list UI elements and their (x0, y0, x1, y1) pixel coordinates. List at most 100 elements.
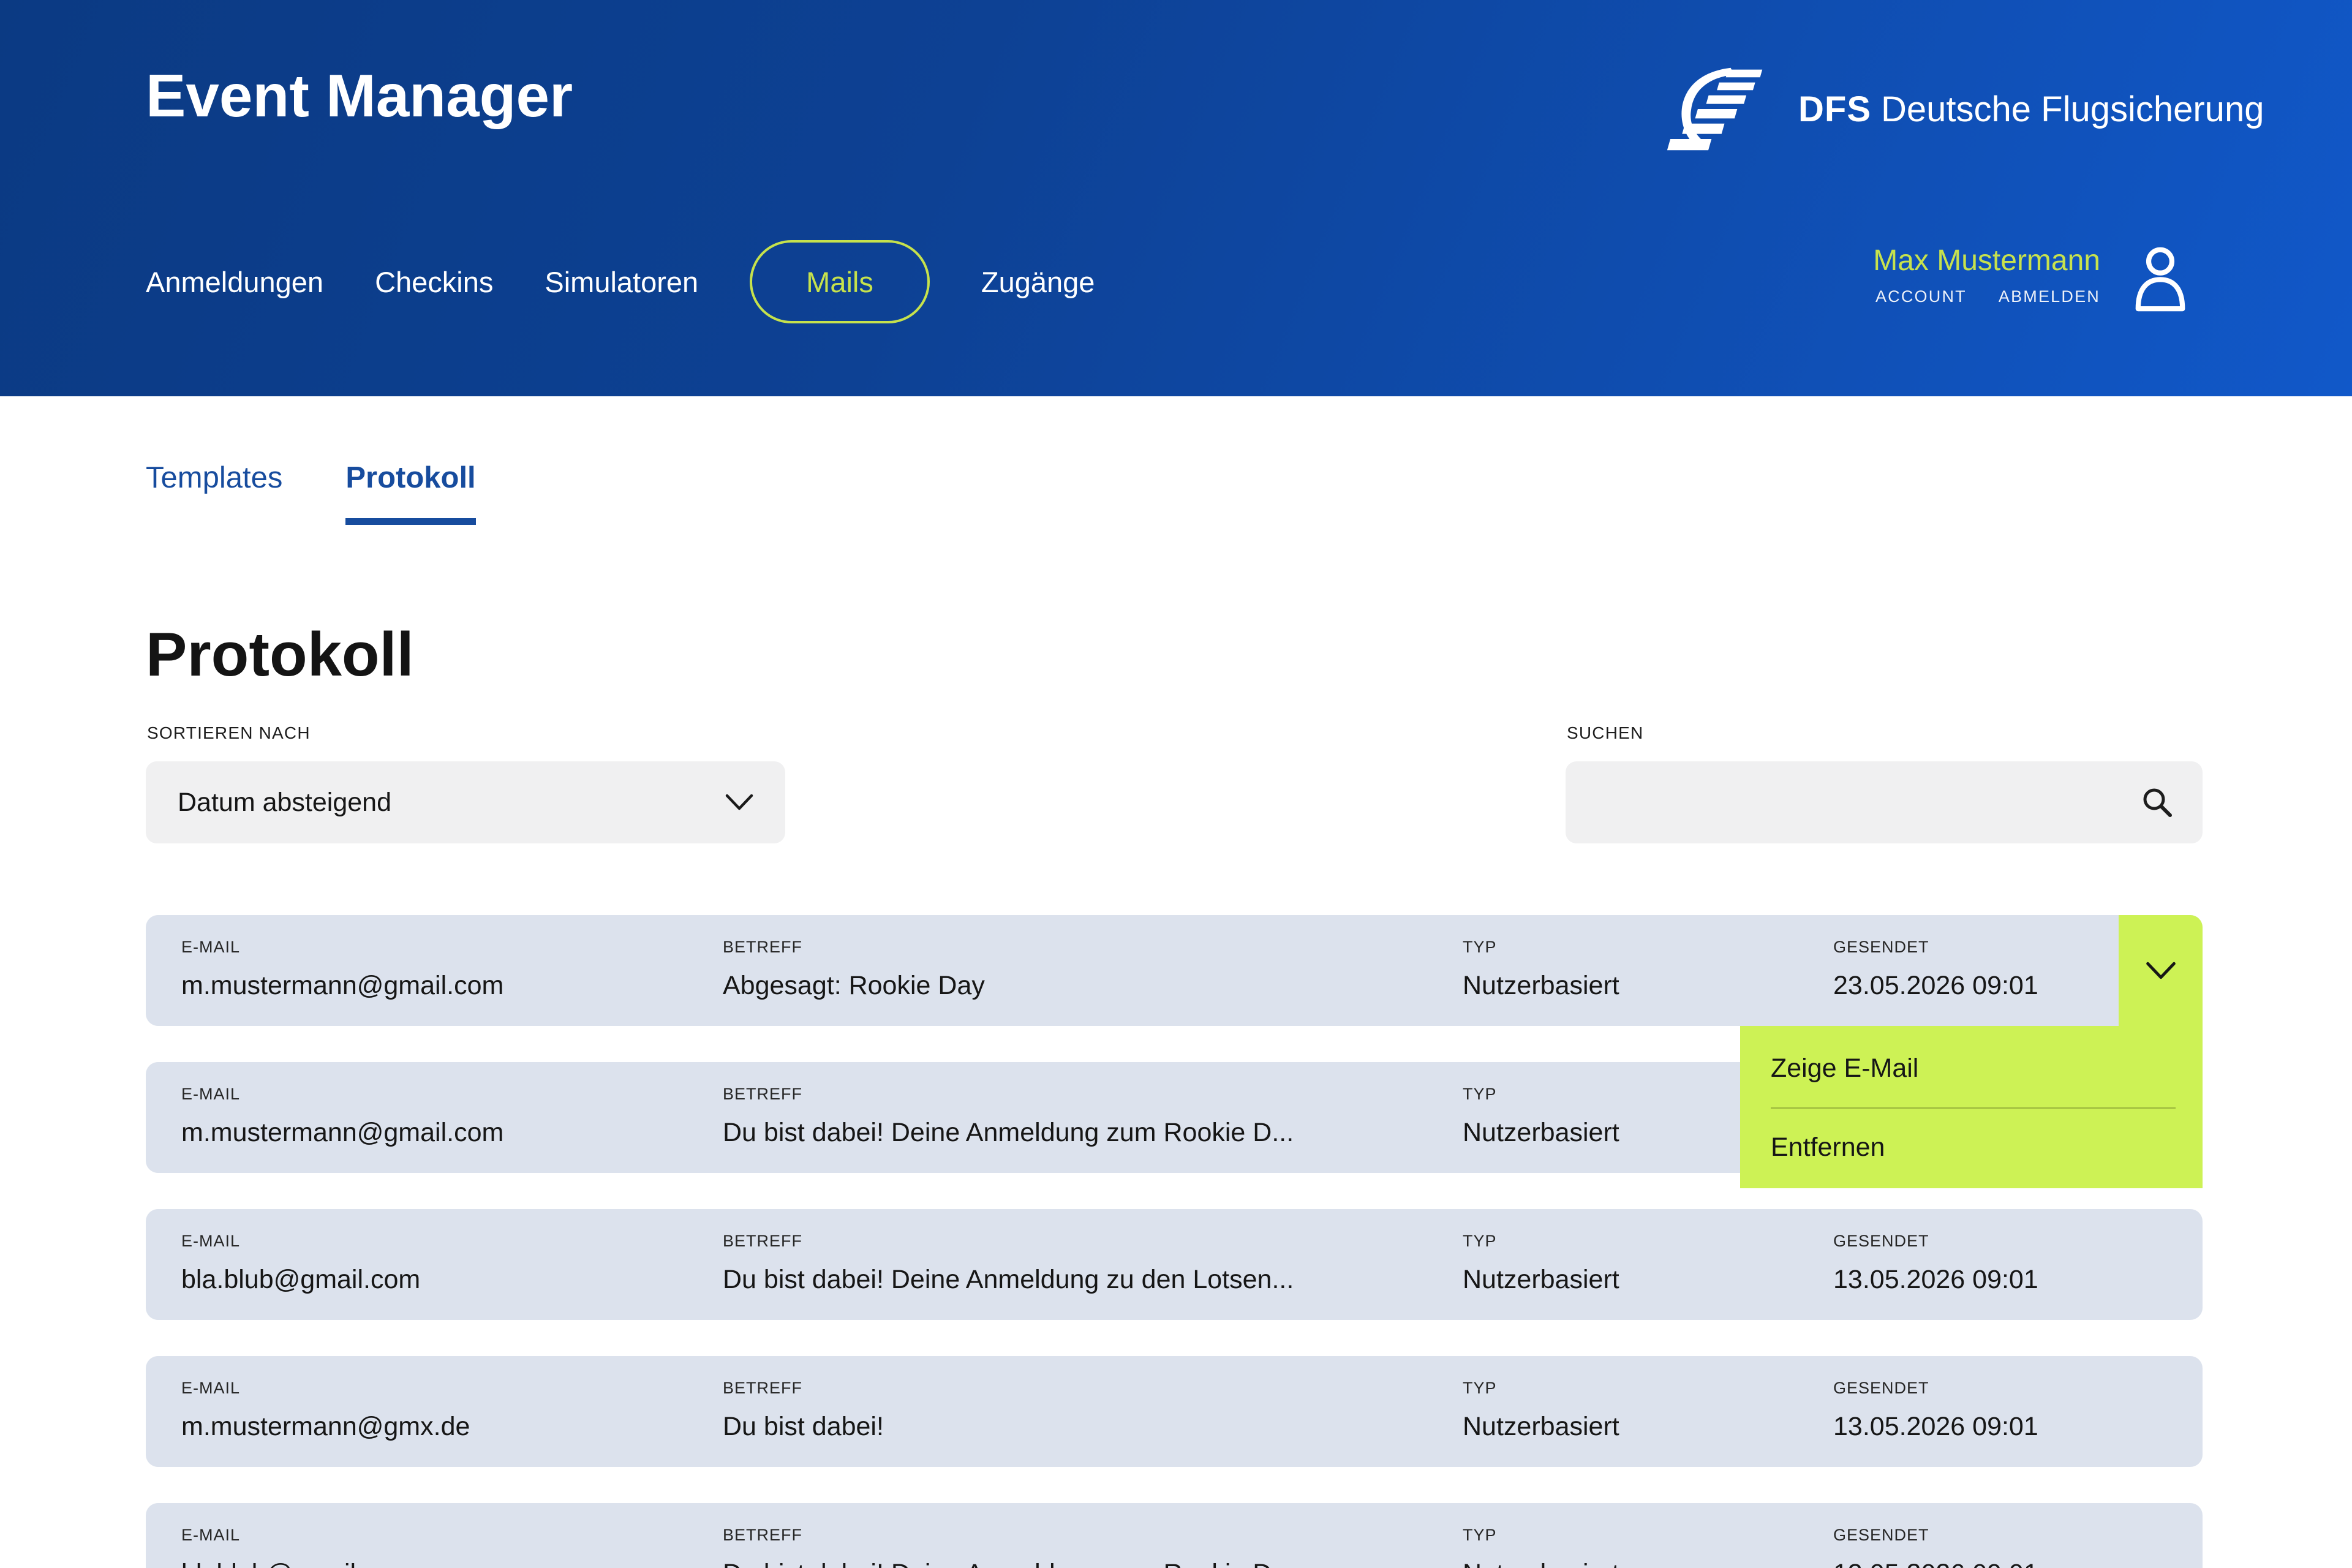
search-label: SUCHEN (1567, 723, 1644, 742)
email-cell: E-MAIL m.mustermann@gmail.com (181, 915, 503, 1001)
type-value: Nutzerbasiert (1463, 971, 1619, 1000)
row-context-menu: Zeige E-Mail Entfernen (1740, 1026, 2203, 1188)
type-cell: TYP Nutzerbasiert (1463, 1209, 1619, 1295)
subject-column-label: BETREFF (723, 1379, 803, 1397)
table-row: E-MAIL m.mustermann@gmail.com BETREFF Du… (146, 1062, 2203, 1173)
type-cell: TYP Nutzerbasiert (1463, 1356, 1619, 1442)
email-column-label: E-MAIL (181, 1379, 241, 1397)
subject-cell: BETREFF Du bist dabei! Deine Anmeldung z… (723, 1503, 1294, 1568)
table-row: E-MAIL bla.blub@gmail.com BETREFF Du bis… (146, 1209, 2203, 1320)
search-icon[interactable] (2140, 785, 2174, 820)
brand-name: DFS Deutsche Flugsicherung (1798, 89, 2264, 130)
subject-value: Du bist dabei! Deine Anmeldung zum Rooki… (723, 1559, 1294, 1568)
chevron-down-icon (2146, 962, 2176, 979)
subject-column-label: BETREFF (723, 1526, 803, 1544)
email-value: bla.blub@gmail.com (181, 1265, 421, 1294)
type-cell: TYP Nutzerbasiert (1463, 915, 1619, 1001)
type-cell: TYP Nutzerbasiert (1463, 1503, 1619, 1568)
sort-selected-value: Datum absteigend (178, 787, 391, 817)
protocol-list: E-MAIL m.mustermann@gmail.com BETREFF Ab… (146, 915, 2203, 1568)
type-value: Nutzerbasiert (1463, 1412, 1619, 1441)
brand-name-rest: Deutsche Flugsicherung (1881, 89, 2264, 129)
main-nav: Anmeldungen Checkins Simulatoren Mails Z… (146, 239, 1095, 325)
table-row: E-MAIL m.mustermann@gmail.com BETREFF Ab… (146, 915, 2203, 1026)
logout-link[interactable]: ABMELDEN (1998, 287, 2100, 306)
subject-column-label: BETREFF (723, 1232, 803, 1250)
nav-item-checkins[interactable]: Checkins (375, 265, 494, 298)
subject-cell: BETREFF Du bist dabei! (723, 1356, 884, 1442)
sent-value: 13.05.2026 09:01 (1833, 1265, 2038, 1294)
subject-value: Abgesagt: Rookie Day (723, 971, 985, 1000)
subject-value: Du bist dabei! Deine Anmeldung zum Rooki… (723, 1118, 1294, 1147)
sort-label: SORTIEREN NACH (147, 723, 311, 742)
account-link[interactable]: ACCOUNT (1875, 287, 1967, 306)
nav-item-anmeldungen[interactable]: Anmeldungen (146, 265, 324, 298)
user-meta: Max Mustermann ACCOUNT ABMELDEN (1873, 244, 2100, 306)
tab-templates[interactable]: Templates (146, 461, 283, 494)
email-value: m.mustermann@gmx.de (181, 1412, 470, 1441)
email-column-label: E-MAIL (181, 1526, 241, 1544)
sent-value: 13.05.2026 09:01 (1833, 1412, 2038, 1441)
menu-item-remove[interactable]: Entfernen (1771, 1133, 1885, 1162)
sent-column-label: GESENDET (1833, 1232, 1929, 1250)
subject-value: Du bist dabei! (723, 1412, 884, 1441)
sent-column-label: GESENDET (1833, 1379, 1929, 1397)
subject-column-label: BETREFF (723, 1085, 803, 1103)
table-row: E-MAIL m.mustermann@gmx.de BETREFF Du bi… (146, 1356, 2203, 1467)
sent-cell: GESENDET 13.05.2026 09:01 (1833, 1356, 2038, 1442)
email-cell: E-MAIL blablub@gmail.com (181, 1503, 413, 1568)
subject-cell: BETREFF Du bist dabei! Deine Anmeldung z… (723, 1209, 1294, 1295)
sent-value: 23.05.2026 09:01 (1833, 971, 2038, 1000)
menu-item-show-email[interactable]: Zeige E-Mail (1771, 1054, 1919, 1083)
type-column-label: TYP (1463, 1085, 1497, 1103)
subject-value: Du bist dabei! Deine Anmeldung zu den Lo… (723, 1265, 1294, 1294)
user-name: Max Mustermann (1873, 244, 2100, 277)
header: Event Manager DFS (0, 0, 2352, 396)
sort-select[interactable]: Datum absteigend (146, 761, 785, 843)
email-column-label: E-MAIL (181, 1085, 241, 1103)
subject-cell: BETREFF Du bist dabei! Deine Anmeldung z… (723, 1062, 1294, 1148)
sent-cell: GESENDET 23.05.2026 09:01 (1833, 915, 2038, 1001)
dfs-stripes-logo-icon (1667, 67, 1763, 151)
section-tabs: Templates Protokoll (146, 461, 477, 525)
email-cell: E-MAIL m.mustermann@gmx.de (181, 1356, 470, 1442)
brand: DFS Deutsche Flugsicherung (1667, 66, 2264, 152)
type-column-label: TYP (1463, 1232, 1497, 1250)
user-links: ACCOUNT ABMELDEN (1873, 287, 2100, 306)
user-icon[interactable] (2130, 246, 2191, 315)
email-value: m.mustermann@gmail.com (181, 1118, 504, 1147)
type-column-label: TYP (1463, 1379, 1497, 1397)
brand-name-bold: DFS (1798, 89, 1871, 129)
search-input[interactable] (1594, 761, 2140, 843)
row-menu-trigger-open[interactable] (2119, 915, 2203, 1026)
email-column-label: E-MAIL (181, 1232, 241, 1250)
table-row: E-MAIL blablub@gmail.com BETREFF Du bist… (146, 1503, 2203, 1568)
sent-cell: GESENDET 13.05.2026 09:01 (1833, 1503, 2038, 1568)
type-column-label: TYP (1463, 938, 1497, 956)
page-title: Protokoll (146, 620, 414, 689)
app-title: Event Manager (146, 62, 573, 129)
nav-item-zugaenge[interactable]: Zugänge (981, 265, 1095, 298)
type-value: Nutzerbasiert (1463, 1559, 1619, 1568)
subject-cell: BETREFF Abgesagt: Rookie Day (723, 915, 985, 1001)
sent-cell: GESENDET 13.05.2026 09:01 (1833, 1209, 2038, 1295)
nav-item-simulatoren[interactable]: Simulatoren (545, 265, 699, 298)
email-cell: E-MAIL bla.blub@gmail.com (181, 1209, 420, 1295)
chevron-down-icon (725, 794, 753, 810)
type-value: Nutzerbasiert (1463, 1118, 1619, 1147)
subject-column-label: BETREFF (723, 938, 803, 956)
type-value: Nutzerbasiert (1463, 1265, 1619, 1294)
email-value: m.mustermann@gmail.com (181, 971, 504, 1000)
email-cell: E-MAIL m.mustermann@gmail.com (181, 1062, 503, 1148)
sent-column-label: GESENDET (1833, 938, 1929, 956)
menu-divider (1771, 1107, 2176, 1109)
sent-value: 13.05.2026 09:01 (1833, 1559, 2038, 1568)
type-column-label: TYP (1463, 1526, 1497, 1544)
sent-column-label: GESENDET (1833, 1526, 1929, 1544)
email-value: blablub@gmail.com (181, 1559, 413, 1568)
search-field (1566, 761, 2203, 843)
tab-protokoll[interactable]: Protokoll (345, 461, 477, 525)
nav-item-mails-active[interactable]: Mails (750, 240, 930, 323)
user-block: Max Mustermann ACCOUNT ABMELDEN (1873, 244, 2191, 315)
